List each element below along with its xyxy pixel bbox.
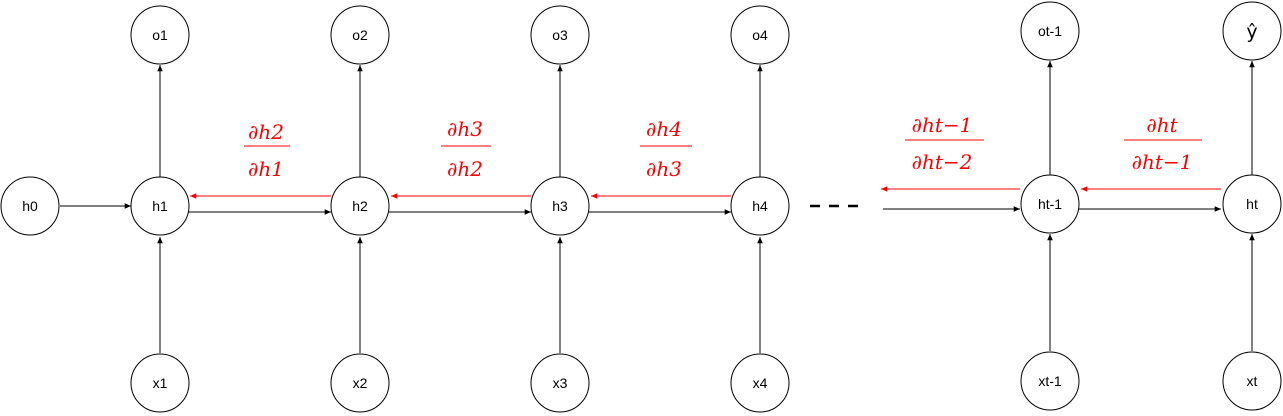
node-ot-1: ot-1 [1020,1,1080,61]
node-label-h3: h3 [552,198,568,214]
gradient-dht-dht1-denominator: ∂ht−1 [1132,150,1193,174]
node-label-xt: xt [1247,373,1258,389]
input-edges [157,234,1255,353]
node-x4: x4 [730,353,790,413]
node-label-ht-1: ht-1 [1038,196,1062,212]
node-ht-1: ht-1 [1020,174,1080,234]
gradient-labels: ∂h2 ∂h1 ∂h3 ∂h2 ∂h4 ∂h3 ∂ht−1 ∂ht−2 ∂ht … [244,113,1202,181]
output-edges [157,61,1255,179]
node-o2: o2 [330,5,390,65]
node-yhat: ŷ [1222,1,1282,61]
node-label-xt-1: xt-1 [1038,373,1062,389]
node-label-x4: x4 [753,375,768,391]
gradient-dh4-dh3-denominator: ∂h3 [646,157,682,181]
node-h4: h4 [730,176,790,236]
gradient-dh2-dh1-numerator: ∂h2 [248,120,284,144]
node-label-yhat: ŷ [1246,21,1257,43]
node-ht: ht [1222,174,1282,234]
node-o1: o1 [130,5,190,65]
gradient-dht1-dht2-denominator: ∂ht−2 [912,150,973,174]
gradient-dht-dht1-numerator: ∂ht [1146,113,1178,137]
node-x2: x2 [330,353,390,413]
node-h0: h0 [0,176,60,236]
gradient-dh3-dh2-denominator: ∂h2 [447,157,483,181]
node-label-o1: o1 [152,27,168,43]
gradient-dh2-dh1-denominator: ∂h1 [248,157,284,181]
node-label-h2: h2 [352,198,368,214]
node-label-o2: o2 [352,27,368,43]
node-label-x3: x3 [553,375,568,391]
node-o4: o4 [730,5,790,65]
gradient-dh4-dh3-numerator: ∂h4 [646,117,682,141]
node-label-ht: ht [1246,196,1258,212]
node-label-h1: h1 [152,198,168,214]
node-h1: h1 [130,176,190,236]
gradient-edges [190,186,1221,199]
node-label-h0: h0 [22,198,38,214]
node-h2: h2 [330,176,390,236]
gradient-dht1-dht2-numerator: ∂ht−1 [912,113,973,137]
node-label-ot-1: ot-1 [1038,23,1062,39]
node-x3: x3 [530,353,590,413]
node-label-o4: o4 [752,27,768,43]
gradient-dh3-dh2-numerator: ∂h3 [447,117,483,141]
node-xt: xt [1222,351,1282,411]
gradient-dh4-dh3: ∂h4 ∂h3 [640,117,692,181]
node-o3: o3 [530,5,590,65]
node-h3: h3 [530,176,590,236]
node-xt-1: xt-1 [1020,351,1080,411]
node-label-x2: x2 [353,375,368,391]
forward-edges [60,203,1221,215]
gradient-dht-dht1: ∂ht ∂ht−1 [1124,113,1202,174]
node-label-x1: x1 [153,375,168,391]
gradient-dht1-dht2: ∂ht−1 ∂ht−2 [905,113,984,174]
gradient-dh2-dh1: ∂h2 ∂h1 [244,120,290,181]
node-x1: x1 [130,353,190,413]
node-label-o3: o3 [552,27,568,43]
gradient-dh3-dh2: ∂h3 ∂h2 [441,117,491,181]
node-label-h4: h4 [752,198,768,214]
